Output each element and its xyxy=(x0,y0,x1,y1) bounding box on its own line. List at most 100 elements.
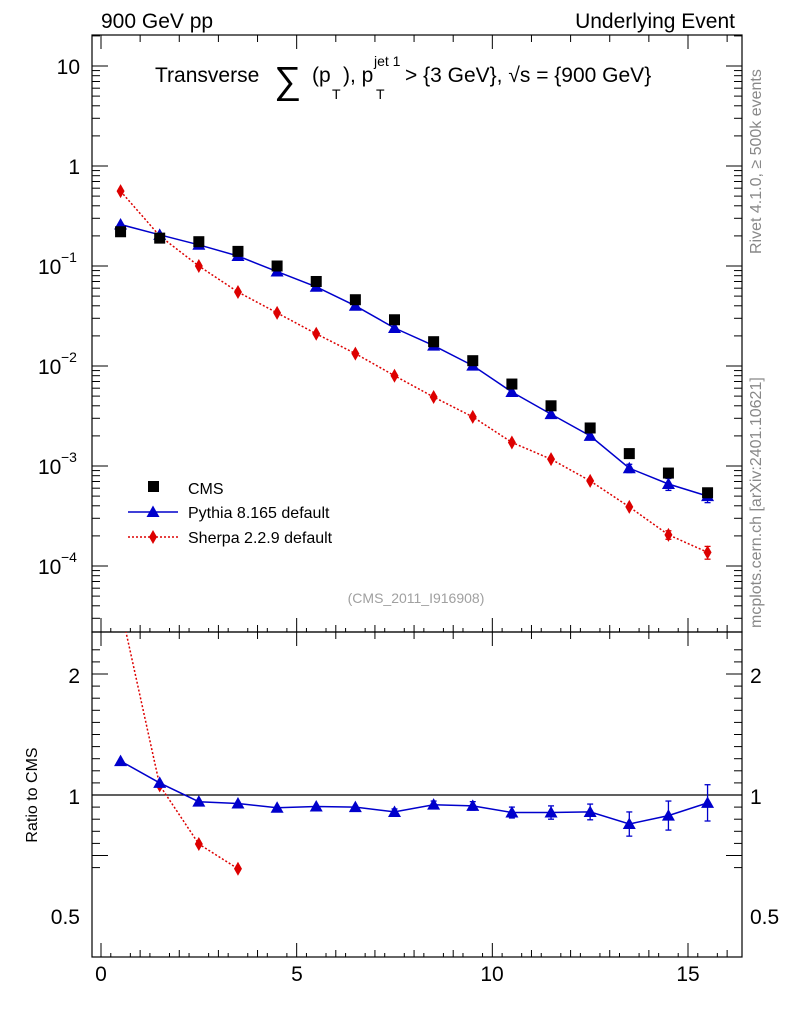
ratio-pythia-point xyxy=(583,805,597,817)
main-cms-point xyxy=(467,355,479,367)
main-sherpa-point xyxy=(703,545,712,560)
ytick-label-1e-4: 10 −4 xyxy=(38,549,77,579)
main-sherpa-point xyxy=(390,368,399,383)
ratio-ytick-label-1: 1 xyxy=(68,786,80,809)
main-sherpa-point xyxy=(194,259,203,273)
main-sherpa-point xyxy=(116,184,125,199)
ratio-pythia-point xyxy=(153,776,167,788)
main-sherpa-point xyxy=(273,305,282,320)
x-tick-labels: 0 5 10 15 xyxy=(95,963,700,986)
main-sherpa-point xyxy=(547,452,556,467)
ratio-sherpa-point xyxy=(117,600,125,614)
ratio-ytick-label-1-right: 1 xyxy=(750,786,762,809)
plot-title: Transverse ∑ (p T ), p T jet 1 > {3 GeV}… xyxy=(155,53,651,102)
main-cms-point xyxy=(154,232,166,244)
ratio-pythia-point xyxy=(387,805,401,817)
main-sherpa-line xyxy=(120,190,708,553)
main-sherpa-point xyxy=(351,346,360,361)
ratio-pythia-line xyxy=(120,760,708,825)
main-cms-point xyxy=(428,336,440,348)
title-jet-sup: jet 1 xyxy=(373,53,401,69)
main-pythia-line xyxy=(120,223,708,497)
ratio-pythia-point xyxy=(231,796,245,809)
ratio-pythia-point xyxy=(466,799,480,811)
ratio-pythia-point xyxy=(192,795,206,807)
ytick-label-1e-3: 10 −3 xyxy=(38,449,77,479)
ytick-label-1e-2-exp: −2 xyxy=(61,349,77,365)
ytick-label-1e-1: 10 −1 xyxy=(38,249,77,279)
ratio-pythia-point xyxy=(661,809,675,821)
rivet-label: Rivet 4.1.0, ≥ 500k events xyxy=(748,69,765,254)
main-sherpa-point xyxy=(429,389,438,404)
ratio-sherpa-point xyxy=(194,837,203,852)
title-condition: > {3 GeV}, √s = {900 GeV} xyxy=(405,64,651,87)
main-pythia-point xyxy=(661,477,675,490)
title-paren-open: (p xyxy=(312,64,331,87)
ratio-pythia-point xyxy=(270,801,284,813)
header-right: Underlying Event xyxy=(575,10,735,33)
main-cms-point xyxy=(662,467,674,479)
main-pythia-point xyxy=(544,407,558,420)
main-cms-point xyxy=(584,422,596,434)
analysis-id: (CMS_2011_I916908) xyxy=(348,590,485,606)
ytick-label-1e-2: 10 −2 xyxy=(38,349,77,379)
main-pythia-point xyxy=(583,429,597,441)
ratio-ytick-label-2: 2 xyxy=(68,665,80,688)
legend-entry-sherpa: Sherpa 2.2.9 default xyxy=(128,530,333,547)
ratio-axes xyxy=(92,632,742,957)
ytick-label-1e-4-exp: −4 xyxy=(61,549,77,565)
main-cms-point xyxy=(506,378,518,390)
title-paren-close: ), p xyxy=(343,64,373,87)
main-cms-point xyxy=(193,236,205,248)
ratio-ytick-label-0.5: 0.5 xyxy=(51,906,80,929)
main-pythia-point xyxy=(505,385,519,397)
main-cms-point xyxy=(232,245,244,257)
ratio-pythia-point xyxy=(505,806,519,818)
header-left: 900 GeV pp xyxy=(101,10,213,33)
main-sherpa-point xyxy=(468,409,477,424)
legend-sherpa-label: Sherpa 2.2.9 default xyxy=(188,530,333,547)
ratio-sherpa-point xyxy=(233,861,242,876)
mcplots-label: mcplots.cern.ch [arXiv:2401.10621] xyxy=(748,377,765,628)
ratio-ytick-label-0.5-right: 0.5 xyxy=(750,906,779,929)
main-sherpa-point xyxy=(312,326,321,341)
main-cms-point xyxy=(702,487,714,499)
ytick-label-1: 1 xyxy=(68,156,80,179)
ratio-pythia-point xyxy=(309,799,323,812)
main-pythia-point xyxy=(387,321,401,333)
main-axes xyxy=(92,35,742,632)
ratio-pythia-point xyxy=(348,800,362,813)
xtick-label-15: 15 xyxy=(676,963,699,986)
main-sherpa-point xyxy=(507,435,516,450)
legend-sherpa-marker xyxy=(149,530,157,544)
ytick-label-1e-1-exp: −1 xyxy=(61,249,77,265)
title-sum-symbol: ∑ xyxy=(274,60,301,102)
main-pythia-point xyxy=(622,461,636,474)
main-sherpa-point xyxy=(586,473,595,488)
main-data-layer xyxy=(114,184,715,560)
ratio-pythia-point xyxy=(544,806,558,818)
main-y-tick-labels: 10 1 10 −1 10 −2 10 −3 10 −4 xyxy=(38,56,80,579)
legend-pythia-marker xyxy=(146,505,160,517)
title-pt-sub: T xyxy=(332,86,341,102)
main-cms-point xyxy=(349,294,361,306)
legend-cms-marker xyxy=(148,481,159,492)
ytick-label-1e-4-base: 10 xyxy=(38,556,61,579)
ratio-data-layer xyxy=(114,600,715,876)
legend-pythia-label: Pythia 8.165 default xyxy=(188,505,330,522)
ratio-y-tick-labels: 2 1 0.5 2 1 0.5 xyxy=(51,665,779,929)
title-pt-sub2: T xyxy=(376,86,385,102)
ratio-ytick-label-2-right: 2 xyxy=(750,665,762,688)
ratio-sherpa-line xyxy=(125,632,239,870)
main-cms-point xyxy=(623,448,635,460)
ratio-pythia-point xyxy=(114,754,128,767)
ratio-pythia-point xyxy=(701,796,715,808)
ytick-label-1e-3-exp: −3 xyxy=(61,449,77,465)
main-sherpa-point xyxy=(625,499,634,514)
ratio-y-axis-label: Ratio to CMS xyxy=(24,747,41,842)
ytick-label-1e-3-base: 10 xyxy=(38,456,61,479)
legend-entry-cms: CMS xyxy=(148,481,224,498)
xtick-label-10: 10 xyxy=(480,963,503,986)
legend-entry-pythia: Pythia 8.165 default xyxy=(128,505,330,522)
legend: CMS Pythia 8.165 default Sherpa 2.2.9 de… xyxy=(128,481,333,547)
